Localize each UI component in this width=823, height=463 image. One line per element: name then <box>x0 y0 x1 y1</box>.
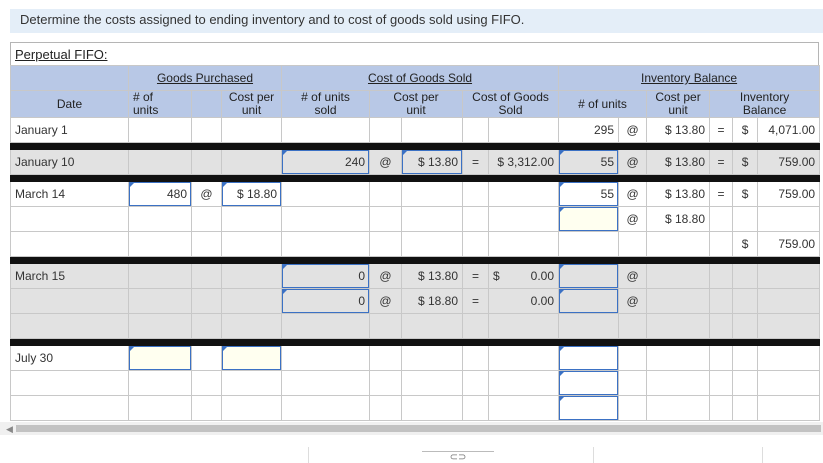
ib-units-input-empty[interactable] <box>558 288 620 314</box>
row-march-14-b: @ $ 18.80 <box>10 206 821 232</box>
row-separator <box>9 174 821 182</box>
ib-units-input[interactable]: 55 <box>558 181 620 207</box>
at-sign: @ <box>618 117 648 143</box>
header-ib-units: # of units <box>558 90 648 118</box>
cogs-units-input[interactable]: 0 <box>281 288 371 314</box>
at-sign: @ <box>369 149 403 175</box>
at-sign: @ <box>369 288 403 314</box>
ib-balance-cell: 4,071.00 <box>757 117 821 143</box>
scrollbar-thumb[interactable] <box>16 425 821 432</box>
date-cell: March 15 <box>10 263 129 289</box>
ib-units-input-empty[interactable] <box>558 345 620 371</box>
header-cogs-total: Cost of Goods Sold <box>462 90 560 118</box>
row-march-15-b: 0 @ $ 18.80 = 0.00 @ <box>10 288 821 314</box>
ib-units-cell: 295 <box>558 117 620 143</box>
row-july-30: July 30 <box>10 345 821 371</box>
ib-units-input[interactable]: 55 <box>558 149 620 175</box>
footer-divider <box>762 447 763 463</box>
fifo-table: Goods Purchased Cost of Goods Sold Inven… <box>9 65 821 421</box>
ib-cost-cell: $ 18.80 <box>646 206 711 232</box>
ib-units-input-empty[interactable] <box>558 370 620 396</box>
gp-units-input[interactable]: 480 <box>128 181 192 207</box>
equals-sign: = <box>462 263 490 289</box>
at-sign: @ <box>618 149 648 175</box>
section-title: Perpetual FIFO: <box>15 47 108 62</box>
row-july-30-b <box>10 370 821 396</box>
footer-divider <box>308 447 309 463</box>
header-ib-balance: Inventory Balance <box>709 90 821 118</box>
header-goods-purchased: Goods Purchased <box>127 65 283 91</box>
date-cell: July 30 <box>10 345 129 371</box>
equals-sign: = <box>462 288 490 314</box>
ib-total-cell: 759.00 <box>757 231 821 257</box>
scroll-left-icon[interactable]: ◀ <box>6 424 13 434</box>
row-march-14-total: $ 759.00 <box>10 231 821 257</box>
header-date: Date <box>10 90 129 118</box>
header-inventory-balance: Inventory Balance <box>558 65 821 91</box>
at-sign: @ <box>618 181 648 207</box>
ib-cost-cell: $ 13.80 <box>646 149 711 175</box>
row-march-15: March 15 0 @ $ 13.80 = $0.00 @ <box>10 263 821 289</box>
at-sign: @ <box>369 263 403 289</box>
header-gp-cost: Cost per unit <box>220 90 283 118</box>
row-january-1: January 1 295 @ $ 13.80 = $ 4,071.00 <box>10 117 821 143</box>
ib-balance-cell: 759.00 <box>757 149 821 175</box>
header-blank <box>10 65 129 91</box>
header-sub-row: Date # of units Cost per unit # of units so… <box>10 90 821 118</box>
date-cell: January 1 <box>10 117 129 143</box>
dollar-sign: $ <box>732 117 759 143</box>
row-july-30-c <box>10 395 821 421</box>
link-icon[interactable]: ⊂⊃ <box>422 451 494 463</box>
ib-units-input-empty[interactable] <box>558 263 620 289</box>
footer-divider <box>593 447 594 463</box>
header-cost-of-goods-sold: Cost of Goods Sold <box>281 65 560 91</box>
header-group-row: Goods Purchased Cost of Goods Sold Inven… <box>10 65 821 91</box>
row-separator <box>9 256 821 264</box>
at-sign: @ <box>618 206 648 232</box>
cogs-cost-cell: $ 13.80 <box>401 263 464 289</box>
row-march-14: March 14 480 @ $ 18.80 55 @ $ 13.80 = $ … <box>10 181 821 207</box>
row-january-10: January 10 240 @ $ 13.80 = $ 3,312.00 55… <box>10 149 821 175</box>
horizontal-scrollbar[interactable]: ◀ <box>0 422 823 435</box>
dollar-sign: $ <box>732 181 759 207</box>
cogs-units-input[interactable]: 0 <box>281 263 371 289</box>
at-sign: @ <box>191 181 222 207</box>
ib-cost-cell: $ 13.80 <box>646 181 711 207</box>
header-cogs-units: # of units sold <box>281 90 371 118</box>
header-gp-units: # of units <box>128 90 192 118</box>
date-cell: March 14 <box>10 181 129 207</box>
row-separator <box>9 142 821 150</box>
header-gp-at <box>191 90 222 118</box>
header-cogs-cost: Cost per unit <box>369 90 464 118</box>
ib-units-input-empty[interactable] <box>558 206 620 232</box>
ib-cost-cell: $ 13.80 <box>646 117 711 143</box>
row-march-15-total <box>10 313 821 339</box>
equals-sign: = <box>709 181 734 207</box>
row-separator <box>9 338 821 346</box>
instruction-text: Determine the costs assigned to ending i… <box>10 9 823 33</box>
equals-sign: = <box>462 149 490 175</box>
equals-sign: = <box>709 149 734 175</box>
section-title-box: Perpetual FIFO: <box>10 42 819 66</box>
equals-sign: = <box>709 117 734 143</box>
dollar-sign: $ <box>493 269 500 283</box>
date-cell: January 10 <box>10 149 129 175</box>
cogs-cost-input[interactable]: $ 13.80 <box>401 149 464 175</box>
gp-cost-input[interactable]: $ 18.80 <box>220 181 283 207</box>
cogs-total-cell: $0.00 <box>488 263 560 289</box>
ib-units-input-empty[interactable] <box>558 395 620 421</box>
ib-balance-cell: 759.00 <box>757 181 821 207</box>
cogs-units-input[interactable]: 240 <box>281 149 371 175</box>
at-sign: @ <box>618 288 648 314</box>
cogs-cost-cell: $ 18.80 <box>401 288 464 314</box>
dollar-sign: $ <box>732 149 759 175</box>
dollar-sign: $ <box>732 231 759 257</box>
gp-cost-input-empty[interactable] <box>220 345 283 371</box>
header-ib-cost: Cost per unit <box>646 90 711 118</box>
cogs-total-cell: $ 3,312.00 <box>488 149 560 175</box>
cogs-total-cell: 0.00 <box>488 288 560 314</box>
at-sign: @ <box>618 263 648 289</box>
gp-units-input-empty[interactable] <box>128 345 192 371</box>
